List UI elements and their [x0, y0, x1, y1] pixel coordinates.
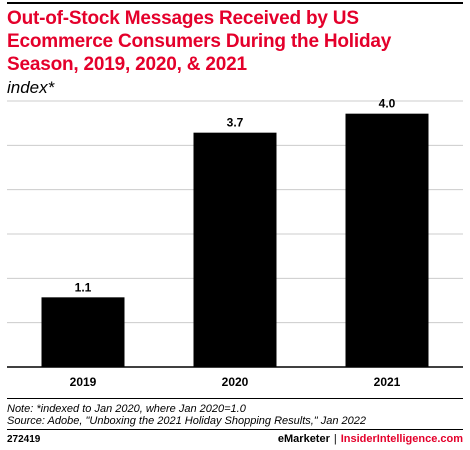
bar-2020: [193, 132, 277, 367]
top-rule: [7, 2, 463, 4]
footer-rule-top: [7, 398, 463, 399]
brand-line: eMarketer | InsiderIntelligence.com: [278, 433, 463, 446]
chart-id: 272419: [7, 434, 41, 445]
data-label-2019: 1.1: [75, 280, 92, 294]
x-tick-label-2020: 2020: [222, 375, 249, 389]
data-label-2021: 4.0: [379, 97, 396, 111]
x-tick-label-2019: 2019: [70, 375, 97, 389]
chart-title: Out-of-Stock Messages Received by US Eco…: [7, 8, 392, 75]
footer-rule-bottom: [7, 429, 463, 430]
brand-separator: |: [333, 433, 337, 445]
chart-source: Source: Adobe, "Unboxing the 2021 Holida…: [7, 415, 367, 427]
bar-chart: 1.1 2019 3.7 2020 4.0 2021: [7, 97, 463, 389]
bar-2019: [41, 297, 125, 367]
brand-insider-intelligence-link[interactable]: InsiderIntelligence.com: [340, 433, 463, 445]
chart-subtitle: index*: [7, 78, 55, 97]
x-tick-label-2021: 2021: [374, 375, 401, 389]
bar-2021: [345, 113, 429, 368]
brand-emarketer: eMarketer: [277, 433, 330, 445]
data-label-2020: 3.7: [227, 116, 244, 130]
chart-note: Note: *indexed to Jan 2020, where Jan 20…: [7, 403, 246, 415]
